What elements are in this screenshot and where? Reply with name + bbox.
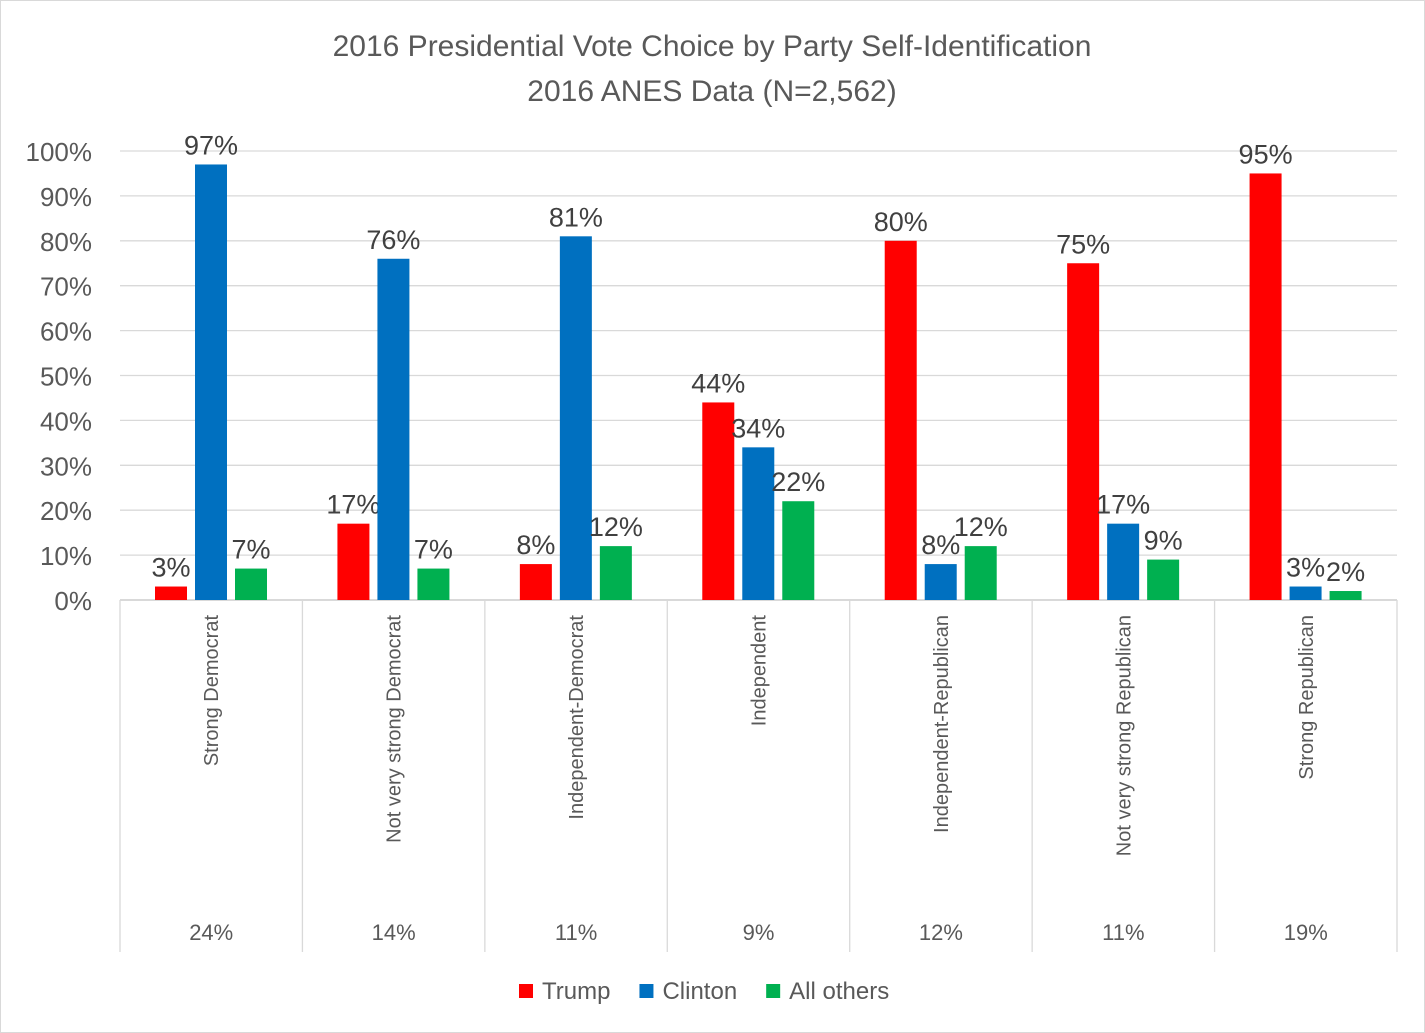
data-label: 8%: [516, 530, 555, 560]
data-label: 81%: [549, 202, 603, 232]
bar-all-others: [417, 568, 450, 600]
category-share-label: 11%: [1102, 920, 1144, 945]
bar-all-others: [1329, 591, 1362, 600]
category-label: Strong Republican: [1296, 615, 1318, 780]
bar-trump: [884, 240, 917, 601]
bar-trump: [702, 402, 735, 600]
bar-trump: [1067, 263, 1100, 600]
bar-all-others: [235, 568, 267, 600]
data-label: 12%: [954, 512, 1008, 542]
category-label: Strong Democrat: [201, 615, 223, 767]
data-label: 8%: [921, 530, 960, 560]
legend-label: Trump: [542, 978, 610, 1005]
data-label: 97%: [184, 130, 238, 160]
y-tick-label: 60%: [40, 317, 92, 347]
chart-subtitle: 2016 ANES Data (N=2,562): [527, 75, 896, 108]
data-label: 76%: [366, 225, 420, 255]
data-label: 2%: [1326, 557, 1365, 587]
data-label: 44%: [691, 368, 745, 398]
bar-all-others: [599, 546, 632, 600]
data-label: 34%: [731, 413, 785, 443]
legend-swatch: [639, 984, 654, 998]
bar-clinton: [559, 236, 592, 600]
legend-swatch: [519, 984, 533, 998]
y-tick-label: 80%: [40, 227, 92, 257]
data-label: 80%: [874, 207, 928, 237]
data-label: 95%: [1239, 139, 1293, 169]
legend-label: Clinton: [662, 978, 737, 1005]
bar-trump: [1249, 173, 1282, 600]
y-tick-label: 50%: [40, 362, 92, 392]
bar-all-others: [964, 546, 997, 600]
bar-clinton: [1289, 586, 1322, 600]
category-share-label: 14%: [372, 920, 416, 945]
legend-label: All others: [789, 978, 889, 1005]
y-tick-label: 70%: [40, 272, 92, 302]
y-tick-label: 90%: [40, 182, 92, 212]
bar-trump: [519, 564, 552, 600]
y-tick-label: 10%: [40, 541, 92, 571]
chart-title: 2016 Presidential Vote Choice by Party S…: [333, 30, 1092, 63]
data-label: 9%: [1144, 526, 1183, 556]
y-tick-label: 40%: [40, 406, 92, 436]
data-label: 3%: [1286, 553, 1325, 583]
bar-clinton: [195, 164, 227, 600]
data-label: 12%: [589, 512, 643, 542]
y-tick-label: 30%: [40, 451, 92, 481]
data-label: 75%: [1056, 229, 1110, 259]
data-label: 7%: [414, 535, 453, 565]
data-label: 22%: [771, 467, 825, 497]
category-label: Not very strong Republican: [1113, 615, 1135, 856]
bar-clinton: [924, 564, 957, 600]
bar-clinton: [742, 447, 775, 600]
bar-all-others: [1147, 559, 1180, 600]
y-tick-label: 20%: [40, 496, 92, 526]
category-share-label: 24%: [189, 920, 233, 945]
data-label: 17%: [1096, 490, 1150, 520]
legend-swatch: [766, 984, 781, 998]
category-share-label: 9%: [743, 920, 775, 945]
data-label: 3%: [151, 553, 190, 583]
bar-trump: [155, 586, 187, 600]
category-share-label: 19%: [1284, 920, 1328, 945]
data-label: 7%: [231, 535, 270, 565]
y-tick-label: 100%: [26, 137, 93, 167]
category-label: Independent-Democrat: [566, 615, 588, 820]
bar-clinton: [1107, 523, 1140, 600]
category-label: Not very strong Democrat: [384, 615, 406, 843]
category-share-label: 12%: [919, 920, 963, 945]
category-label: Independent-Republican: [931, 615, 953, 833]
data-label: 17%: [326, 490, 380, 520]
y-tick-label: 0%: [54, 586, 92, 616]
bar-clinton: [377, 258, 410, 600]
category-share-label: 11%: [555, 920, 597, 945]
bar-trump: [337, 523, 370, 600]
category-label: Independent: [749, 615, 771, 727]
bar-all-others: [782, 501, 815, 600]
